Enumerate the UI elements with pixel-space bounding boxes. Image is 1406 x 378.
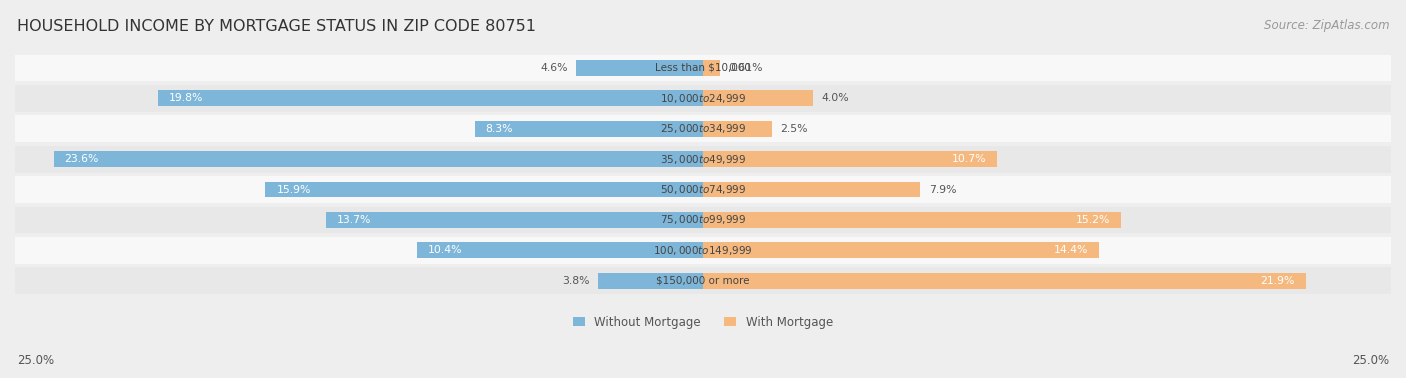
Text: 15.2%: 15.2% xyxy=(1076,215,1111,225)
Text: $25,000 to $34,999: $25,000 to $34,999 xyxy=(659,122,747,135)
Text: $100,000 to $149,999: $100,000 to $149,999 xyxy=(654,244,752,257)
Bar xyxy=(703,90,813,106)
Text: 19.8%: 19.8% xyxy=(169,93,204,103)
Bar xyxy=(326,212,703,228)
Text: 4.0%: 4.0% xyxy=(821,93,849,103)
Text: $10,000 to $24,999: $10,000 to $24,999 xyxy=(659,92,747,105)
Text: Less than $10,000: Less than $10,000 xyxy=(655,63,751,73)
Text: 4.6%: 4.6% xyxy=(541,63,568,73)
Text: 8.3%: 8.3% xyxy=(485,124,513,134)
Bar xyxy=(703,273,1306,288)
Bar xyxy=(157,90,703,106)
Bar xyxy=(15,267,1391,294)
Bar xyxy=(475,121,703,137)
Text: 7.9%: 7.9% xyxy=(929,184,956,195)
Text: HOUSEHOLD INCOME BY MORTGAGE STATUS IN ZIP CODE 80751: HOUSEHOLD INCOME BY MORTGAGE STATUS IN Z… xyxy=(17,19,536,34)
Bar xyxy=(15,55,1391,81)
Text: $75,000 to $99,999: $75,000 to $99,999 xyxy=(659,214,747,226)
Text: $150,000 or more: $150,000 or more xyxy=(657,276,749,286)
Bar xyxy=(15,146,1391,172)
Text: 23.6%: 23.6% xyxy=(65,154,98,164)
Text: 10.7%: 10.7% xyxy=(952,154,987,164)
Text: 10.4%: 10.4% xyxy=(427,245,463,255)
Bar xyxy=(15,206,1391,233)
Text: 14.4%: 14.4% xyxy=(1054,245,1088,255)
Bar xyxy=(15,115,1391,142)
Bar xyxy=(703,242,1099,258)
Text: 21.9%: 21.9% xyxy=(1260,276,1295,286)
Bar xyxy=(703,181,921,197)
Text: Source: ZipAtlas.com: Source: ZipAtlas.com xyxy=(1264,19,1389,32)
Bar xyxy=(15,237,1391,264)
Text: 3.8%: 3.8% xyxy=(562,276,591,286)
Bar xyxy=(703,212,1122,228)
Text: $50,000 to $74,999: $50,000 to $74,999 xyxy=(659,183,747,196)
Bar xyxy=(53,151,703,167)
Text: 25.0%: 25.0% xyxy=(1353,354,1389,367)
Text: $35,000 to $49,999: $35,000 to $49,999 xyxy=(659,153,747,166)
Text: 15.9%: 15.9% xyxy=(277,184,311,195)
Bar xyxy=(703,60,720,76)
Bar xyxy=(703,121,772,137)
Text: 2.5%: 2.5% xyxy=(780,124,807,134)
Bar xyxy=(416,242,703,258)
Legend: Without Mortgage, With Mortgage: Without Mortgage, With Mortgage xyxy=(574,316,832,329)
Bar xyxy=(576,60,703,76)
Bar xyxy=(15,176,1391,203)
Bar xyxy=(15,85,1391,112)
Text: 0.61%: 0.61% xyxy=(728,63,762,73)
Bar xyxy=(703,151,997,167)
Text: 25.0%: 25.0% xyxy=(17,354,53,367)
Bar xyxy=(266,181,703,197)
Bar xyxy=(599,273,703,288)
Text: 13.7%: 13.7% xyxy=(337,215,371,225)
